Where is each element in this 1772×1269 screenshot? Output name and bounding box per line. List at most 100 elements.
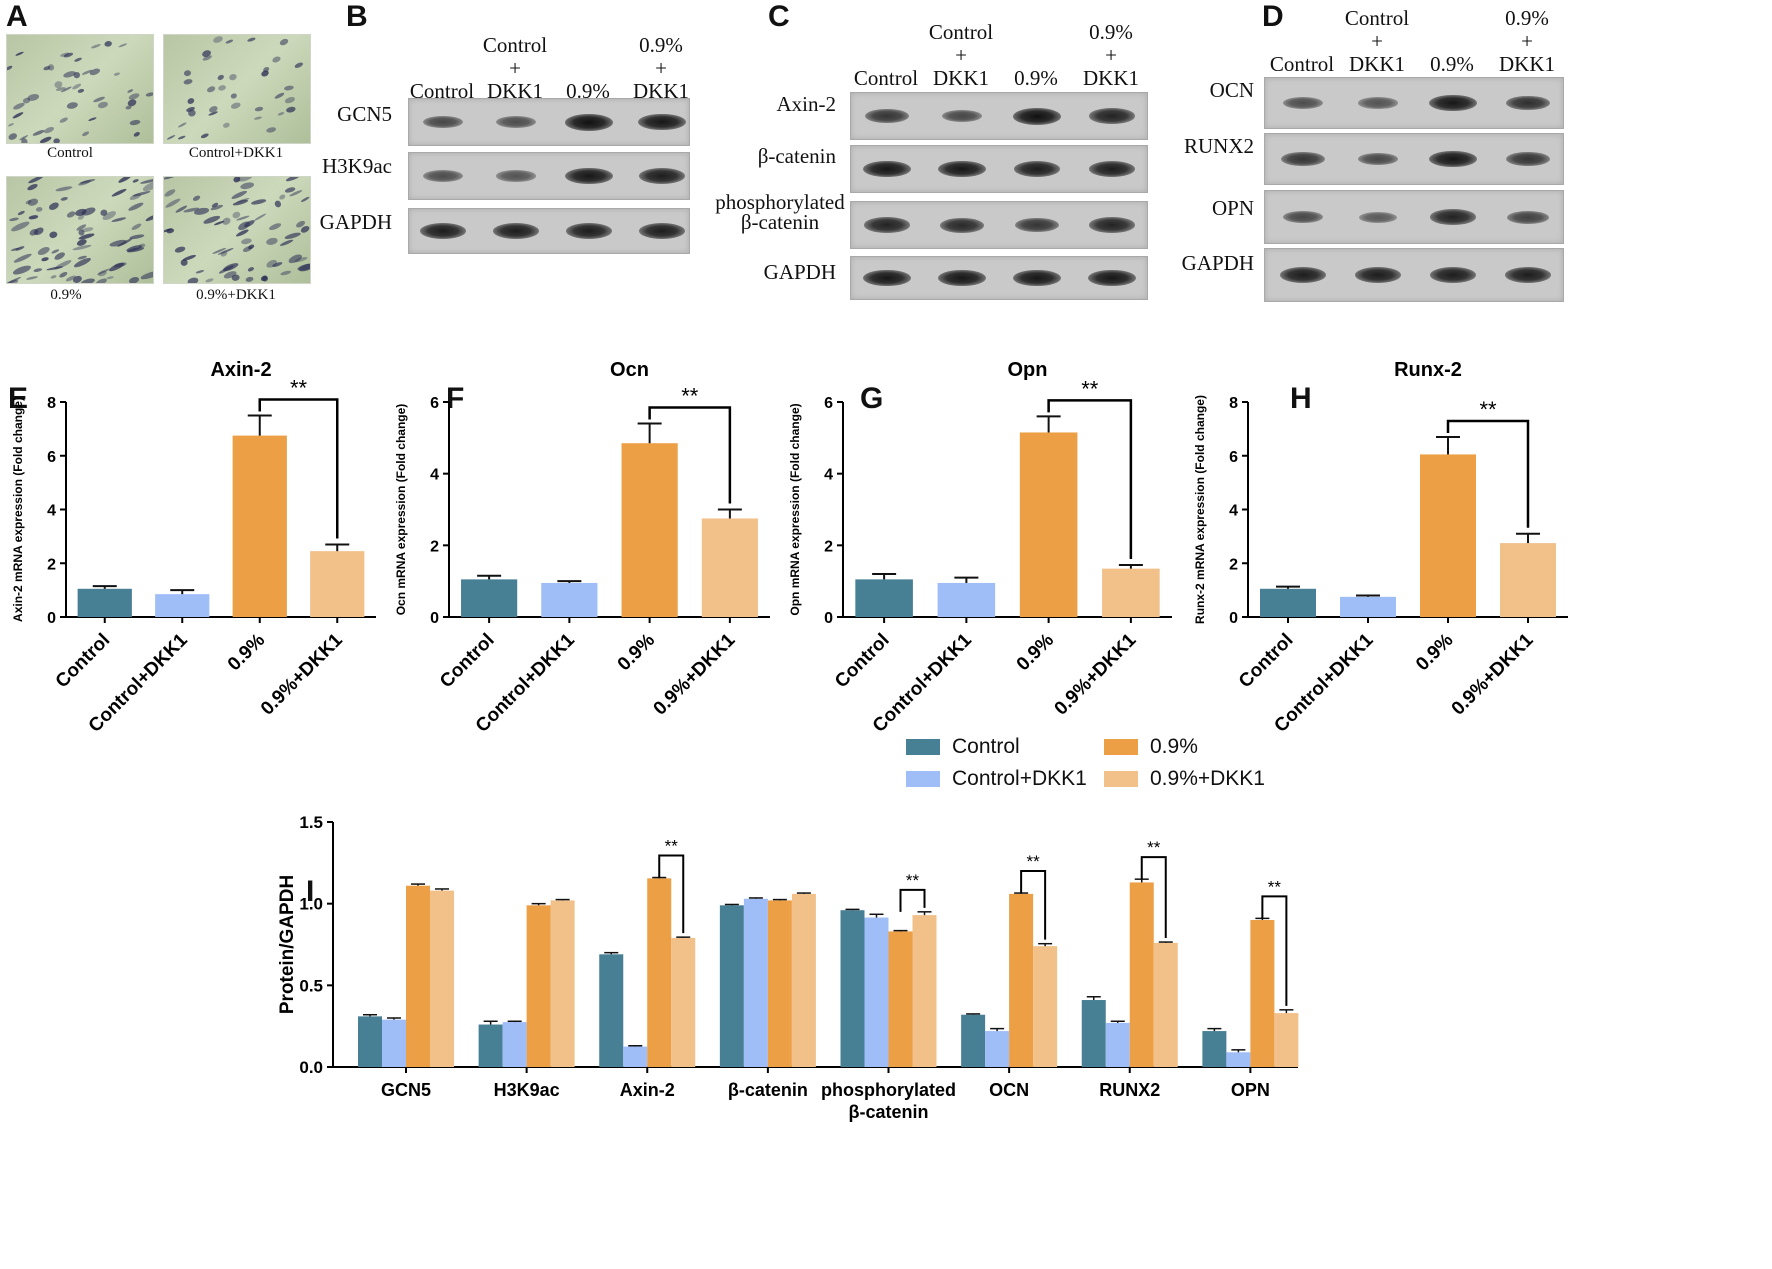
lane-label-line: Control [409,79,475,103]
y-tick-label: 8 [47,395,56,412]
stained-cell [66,211,76,218]
stained-cell [55,186,73,192]
bar [526,905,551,1067]
panel-label-h: H [1290,382,1312,415]
micrograph-caption: 0.9% [50,287,82,303]
stained-cell [66,102,78,109]
protein-band [863,160,911,178]
blot-row [1264,77,1564,129]
stained-cell [285,177,301,182]
protein-band [1281,152,1325,166]
bar [461,579,518,617]
protein-band [1013,161,1061,177]
stained-cell [251,199,267,205]
stained-cell [279,38,289,46]
bar [77,588,132,617]
legend-swatch [1104,771,1138,787]
stained-cell [59,117,68,123]
protein-band [1088,269,1136,287]
stained-cell [118,43,128,48]
stained-cell [19,135,29,141]
stained-cell [175,205,188,213]
protein-band [1358,211,1398,223]
lane-label: Control [836,21,936,90]
micrograph-image [163,176,311,284]
stained-cell [280,270,292,276]
stained-cell [53,138,60,143]
significance-bracket [258,398,339,539]
stained-cell [225,39,234,44]
stained-cell [242,246,253,252]
lane-label: Control + DKK1 [911,21,1011,90]
significance-label: ** [665,837,679,856]
stained-cell [54,252,65,260]
stained-cell [240,182,255,190]
panel-label-b: B [346,0,368,33]
stained-cell [236,229,249,237]
protein-band [1013,269,1061,287]
y-tick-label: 1.5 [299,813,323,832]
stained-cell [218,85,226,91]
stained-cell [164,177,175,180]
blot-row-label-line: β-catenin [740,210,820,234]
protein-band [496,116,536,128]
bar [478,1024,503,1067]
panel-label-d: D [1262,0,1284,33]
lane-label: 0.9% + DKK1 [1477,7,1577,76]
panel-label-f: F [446,382,465,415]
protein-band [1429,94,1477,112]
stained-cell [261,70,269,77]
stained-cell [165,198,181,208]
stained-cell [43,66,51,71]
mrna-bar-charts: Axin-2 0 2 4 6 8 Axin-2 mRNA expression (Fold … [11,359,1568,737]
blot-row [408,152,690,200]
stained-cell [210,204,223,211]
lane-label-line: + [1521,29,1533,53]
significance-label: ** [290,375,308,400]
protein-band [1358,97,1398,109]
stained-cell [231,274,240,281]
stained-cell [180,259,188,266]
stained-cell [113,72,120,76]
stained-cell [109,239,127,247]
blot-row [850,92,1148,140]
lane-label-line: 0.9% [639,33,683,57]
stained-cell [183,79,193,85]
bar [502,1022,527,1067]
lane-label-line: + [1105,43,1117,67]
stained-cell [28,177,44,184]
significance-bracket [658,854,685,934]
protein-band [1283,97,1323,109]
y-tick-label: 2 [47,556,56,573]
stained-cell [297,263,310,271]
lane-label-line: DKK1 [487,79,543,103]
bar [406,885,430,1067]
stained-cell [254,106,264,112]
stained-cell [8,133,18,140]
stained-cell [289,190,303,197]
stained-cell [44,126,54,134]
blot-row-label-line: phosphorylated [715,190,845,214]
y-axis-label: Runx-2 mRNA expression (Fold change) [1193,395,1207,624]
blot-row-label: RUNX2 [1183,134,1254,158]
lane-label: Control + DKK1 [465,34,565,103]
protein-band [938,160,986,178]
stained-cell [15,51,24,56]
stained-cell [231,190,247,199]
stained-cell [82,131,90,137]
stained-cell [93,96,105,103]
protein-band [863,269,911,287]
stained-cell [77,255,87,260]
bar [855,579,913,617]
y-axis-label: Ocn mRNA expression (Fold change) [394,404,408,616]
blot-row [1264,248,1564,302]
lane-label-line: + [509,56,521,80]
stained-cell [133,132,140,137]
protein-band [422,115,464,129]
stained-cell [213,36,223,43]
blot-row-label: OPN [1211,196,1254,220]
significance-bracket [1446,419,1530,528]
lane-label: 0.9% [1402,7,1502,76]
stained-cell [126,245,142,252]
significance-label: ** [1147,838,1161,857]
